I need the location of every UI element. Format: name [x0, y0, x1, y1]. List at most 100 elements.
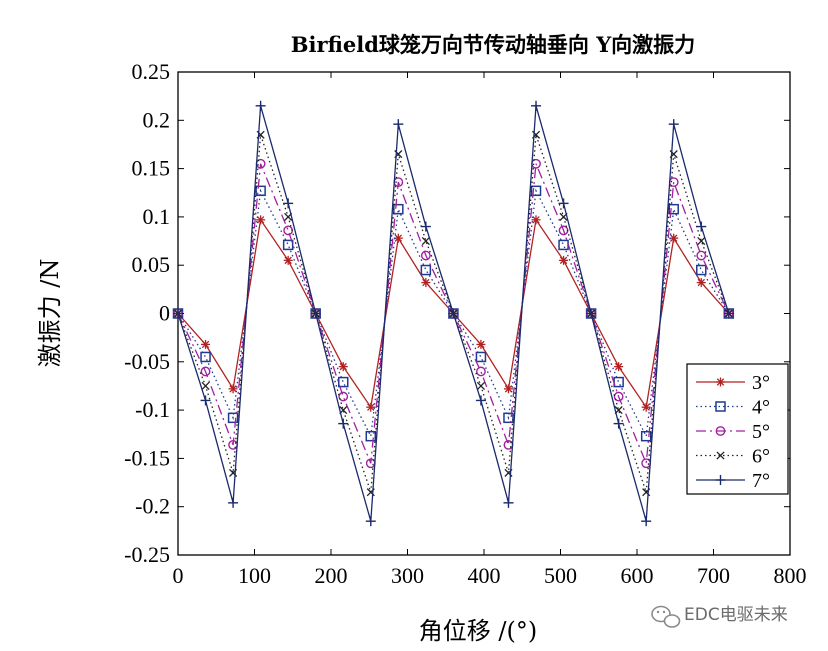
- plot-series: [172, 100, 735, 527]
- data-point: [476, 339, 486, 349]
- y-tick-label: 0.05: [132, 252, 171, 277]
- data-point: [366, 402, 376, 412]
- data-point: [696, 250, 707, 261]
- x-tick-label: 800: [774, 563, 807, 588]
- x-tick-label: 500: [544, 563, 577, 588]
- data-point: [696, 221, 707, 232]
- data-point: [228, 497, 239, 508]
- data-point: [200, 366, 211, 377]
- data-point: [558, 198, 569, 209]
- data-point: [256, 215, 266, 225]
- data-point: [337, 376, 349, 388]
- y-tick-label: 0.15: [132, 156, 171, 181]
- data-point: [716, 377, 725, 387]
- y-tick-label: -0.15: [124, 445, 170, 470]
- y-tick-label: -0.1: [135, 397, 170, 422]
- y-axis: 0.25 0.2 0.15 0.1 0.05 0 -0.05 -0.1 -0.15 -0.2 -0.…: [124, 59, 790, 567]
- data-point: [640, 430, 652, 442]
- data-point: [475, 395, 486, 406]
- data-point: [310, 308, 321, 319]
- data-point: [696, 264, 707, 276]
- y-tick-label: -0.05: [124, 349, 170, 374]
- data-point: [448, 308, 459, 319]
- data-point: [559, 255, 569, 265]
- data-point: [716, 451, 725, 460]
- data-point: [668, 203, 679, 215]
- data-point: [338, 362, 348, 372]
- y-tick-label: 0.2: [143, 107, 171, 132]
- watermark-text: EDC电驱未来: [684, 605, 788, 625]
- data-point: [558, 239, 569, 251]
- legend-label: 7°: [752, 470, 770, 492]
- data-point: [723, 308, 734, 319]
- y-tick-label: -0.2: [135, 494, 170, 519]
- data-point: [531, 215, 541, 225]
- legend-label: 5°: [752, 421, 770, 443]
- data-point: [201, 381, 210, 391]
- x-axis-title: 角位移 /(°): [419, 617, 537, 645]
- legend-item: 4°: [696, 397, 770, 419]
- data-point: [503, 412, 514, 424]
- legend-label: 3°: [752, 372, 770, 394]
- x-tick-label: 0: [173, 563, 184, 588]
- data-point: [715, 475, 726, 485]
- legend-item: 6°: [696, 446, 770, 468]
- data-point: [200, 351, 211, 363]
- data-point: [475, 351, 487, 363]
- x-tick-label: 400: [468, 563, 501, 588]
- data-point: [715, 426, 726, 436]
- data-point: [365, 430, 377, 442]
- data-point: [255, 185, 266, 197]
- series-line: [177, 134, 730, 493]
- data-point: [420, 250, 431, 261]
- data-point: [255, 100, 266, 111]
- legend-item: 3°: [696, 372, 770, 394]
- data-point: [668, 119, 679, 130]
- y-tick-label: 0.25: [132, 59, 171, 84]
- data-point: [421, 278, 431, 288]
- data-point: [641, 402, 651, 412]
- x-tick-label: 600: [621, 563, 654, 588]
- y-tick-label: 0: [159, 301, 170, 326]
- x-tick-label: 100: [238, 563, 271, 588]
- x-axis: 0 100 200 300 400 500 600 700 800: [173, 72, 807, 588]
- data-point: [228, 384, 238, 394]
- data-point: [531, 100, 542, 111]
- data-point: [338, 391, 349, 402]
- series-5: [173, 100, 734, 527]
- legend-label: 6°: [752, 446, 770, 468]
- data-point: [227, 412, 239, 424]
- chart-title: Birfield球笼万向节传动轴垂向 Y向激振力: [291, 32, 695, 57]
- y-axis-title: 激振力 /N: [36, 259, 64, 368]
- watermark: EDC电驱未来: [651, 605, 788, 628]
- data-point: [282, 239, 294, 251]
- data-point: [283, 225, 294, 236]
- legend-box: [686, 363, 789, 495]
- data-point: [338, 418, 349, 429]
- data-point: [641, 516, 652, 527]
- data-point: [200, 395, 211, 406]
- data-point: [393, 119, 404, 130]
- data-point: [715, 401, 726, 412]
- data-point: [476, 381, 485, 391]
- data-point: [420, 264, 432, 276]
- data-point: [586, 308, 597, 319]
- data-point: [420, 221, 431, 232]
- legend-item: 7°: [696, 470, 770, 492]
- data-point: [697, 236, 706, 246]
- wechat-icon: [651, 605, 681, 628]
- data-point: [173, 308, 183, 319]
- data-point: [283, 255, 293, 265]
- x-tick-label: 300: [391, 563, 424, 588]
- legend: 3° 4°5° 6°7°: [686, 363, 789, 495]
- data-point: [476, 366, 486, 377]
- y-tick-label: 0.1: [143, 204, 171, 229]
- data-point: [201, 339, 211, 349]
- data-point: [613, 418, 624, 429]
- data-point: [283, 198, 294, 209]
- y-tick-label: -0.25: [124, 542, 170, 567]
- data-point: [503, 497, 514, 508]
- data-point: [421, 236, 430, 246]
- data-point: [614, 362, 624, 372]
